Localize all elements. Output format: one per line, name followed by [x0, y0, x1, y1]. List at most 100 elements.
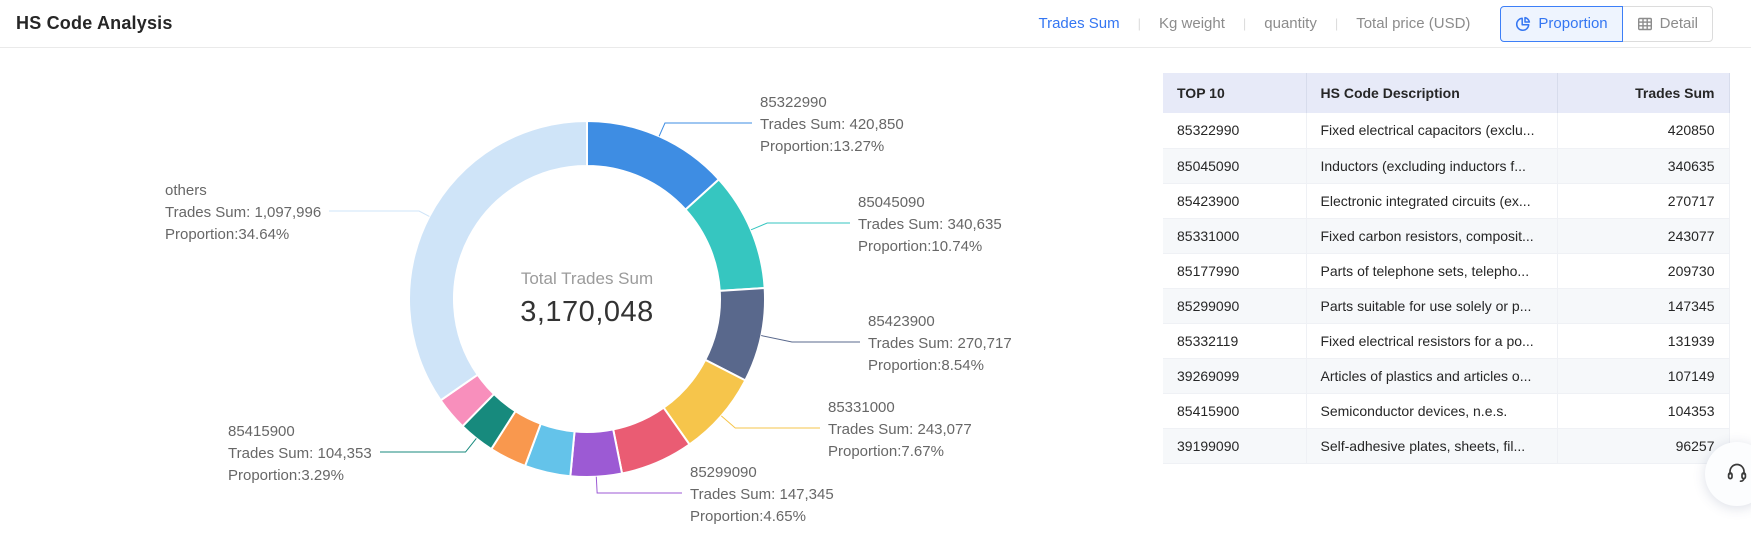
- table-row-85331000: 85331000 Fixed carbon resistors, composit…: [1163, 218, 1730, 254]
- callout-line: Trades Sum: 147,345: [690, 486, 834, 503]
- label-line-85331000: [720, 415, 820, 429]
- cell-description: Self-adhesive plates, sheets, fil...: [1306, 428, 1558, 464]
- donut-center-text: Total Trades Sum 3,170,048: [520, 269, 654, 329]
- table-row-85045090: 85045090 Inductors (excluding inductors f…: [1163, 148, 1730, 184]
- table-row-85423900: 85423900 Electronic integrated circuits (…: [1163, 183, 1730, 219]
- cell-value: 420850: [1557, 113, 1730, 149]
- cell-code: 85299090: [1163, 288, 1307, 324]
- cell-description: Articles of plastics and articles o...: [1306, 358, 1558, 394]
- callout-line: Proportion:4.65%: [690, 508, 806, 525]
- callout-line: 85415900: [228, 423, 295, 440]
- detail-button[interactable]: Detail: [1621, 5, 1713, 42]
- cell-description: Inductors (excluding inductors f...: [1306, 148, 1558, 184]
- cell-value: 107149: [1557, 358, 1730, 394]
- label-line-others: [329, 210, 430, 217]
- slice-callout-85322990: 85322990 Trades Sum: 420,850 Proportion:13…: [760, 92, 904, 158]
- cell-value: 209730: [1557, 253, 1730, 289]
- donut-center-label: Total Trades Sum: [520, 269, 654, 288]
- cell-code: 85045090: [1163, 148, 1307, 184]
- cell-code: 85332119: [1163, 323, 1307, 359]
- metric-tab-trades-sum[interactable]: Trades Sum: [1038, 15, 1120, 32]
- label-line-85322990: [658, 122, 752, 137]
- support-button[interactable]: [1705, 442, 1751, 506]
- label-line-85045090: [750, 222, 850, 231]
- cell-code: 85423900: [1163, 183, 1307, 219]
- slice-callout-85331000: 85331000 Trades Sum: 243,077 Proportion:7.…: [828, 397, 972, 463]
- column-header-top10: TOP 10: [1163, 73, 1307, 113]
- column-header-trades-sum: Trades Sum: [1557, 73, 1730, 113]
- headset-icon: [1725, 460, 1749, 489]
- metric-tab-total-price[interactable]: Total price (USD): [1356, 15, 1471, 32]
- donut-slice-85299090[interactable]: [569, 428, 624, 478]
- metric-nav: Trades Sum | Kg weight | quantity | Tota…: [1038, 15, 1470, 32]
- page-title: HS Code Analysis: [16, 13, 173, 33]
- cell-code: 85415900: [1163, 393, 1307, 429]
- cell-code: 85331000: [1163, 218, 1307, 254]
- callout-line: Proportion:13.27%: [760, 138, 885, 155]
- cell-code: 39269099: [1163, 358, 1307, 394]
- label-line-85299090: [595, 476, 682, 494]
- table-icon: [1637, 16, 1653, 32]
- nav-separator: |: [1242, 16, 1247, 31]
- cell-value: 104353: [1557, 393, 1730, 429]
- cell-value: 147345: [1557, 288, 1730, 324]
- callout-line: 85045090: [858, 194, 925, 211]
- slice-callout-85045090: 85045090 Trades Sum: 340,635 Proportion:10…: [858, 192, 1002, 258]
- cell-value: 270717: [1557, 183, 1730, 219]
- donut-slice-others[interactable]: [408, 119, 588, 402]
- detail-button-label: Detail: [1659, 15, 1698, 32]
- donut-center-value: 3,170,048: [520, 296, 654, 328]
- slice-callout-85299090: 85299090 Trades Sum: 147,345 Proportion:4.…: [690, 462, 834, 528]
- cell-description: Fixed electrical capacitors (exclu...: [1306, 113, 1558, 149]
- cell-description: Parts suitable for use solely or p...: [1306, 288, 1558, 324]
- callout-line: Proportion:8.54%: [868, 357, 984, 374]
- header-bar: HS Code Analysis Trades Sum | Kg weight …: [0, 0, 1751, 48]
- cell-description: Parts of telephone sets, telepho...: [1306, 253, 1558, 289]
- table-row-39199090: 39199090 Self-adhesive plates, sheets, fi…: [1163, 428, 1730, 464]
- cell-value: 340635: [1557, 148, 1730, 184]
- table-row-85177990: 85177990 Parts of telephone sets, telepho…: [1163, 253, 1730, 289]
- cell-code: 85177990: [1163, 253, 1307, 289]
- callout-line: Trades Sum: 243,077: [828, 421, 972, 438]
- table-row-85415900: 85415900 Semiconductor devices, n.e.s. 104…: [1163, 393, 1730, 429]
- slice-callout-85423900: 85423900 Trades Sum: 270,717 Proportion:8.…: [868, 311, 1012, 377]
- cell-description: Fixed electrical resistors for a po...: [1306, 323, 1558, 359]
- table-row-85299090: 85299090 Parts suitable for use solely or…: [1163, 288, 1730, 324]
- top10-table: TOP 10 HS Code Description Trades Sum 85…: [1163, 73, 1730, 464]
- proportion-button[interactable]: Proportion: [1500, 5, 1623, 42]
- cell-code: 39199090: [1163, 428, 1307, 464]
- callout-line: Trades Sum: 340,635: [858, 216, 1002, 233]
- cell-description: Fixed carbon resistors, composit...: [1306, 218, 1558, 254]
- pie-chart-icon: [1515, 16, 1531, 32]
- callout-line: Proportion:3.29%: [228, 467, 344, 484]
- label-line-85423900: [761, 335, 860, 343]
- cell-value: 131939: [1557, 323, 1730, 359]
- callout-line: Trades Sum: 1,097,996: [165, 204, 322, 221]
- callout-line: 85322990: [760, 94, 827, 111]
- slice-callout-others: others Trades Sum: 1,097,996 Proportion:34…: [165, 180, 321, 246]
- callout-line: 85331000: [828, 399, 895, 416]
- donut-chart: [329, 119, 860, 494]
- cell-code: 85322990: [1163, 113, 1307, 149]
- table-body: 85322990 Fixed electrical capacitors (exc…: [1163, 113, 1730, 464]
- cell-value: 243077: [1557, 218, 1730, 254]
- table-row-39269099: 39269099 Articles of plastics and article…: [1163, 358, 1730, 394]
- cell-description: Semiconductor devices, n.e.s.: [1306, 393, 1558, 429]
- callout-line: others: [165, 182, 207, 199]
- callout-line: Proportion:10.74%: [858, 238, 983, 255]
- callout-line: Trades Sum: 420,850: [760, 116, 904, 133]
- nav-separator: |: [1137, 16, 1142, 31]
- table-row-85322990: 85322990 Fixed electrical capacitors (exc…: [1163, 113, 1730, 149]
- view-toggle-group: Proportion Detail: [1500, 5, 1713, 42]
- cell-description: Electronic integrated circuits (ex...: [1306, 183, 1558, 219]
- callout-line: Trades Sum: 270,717: [868, 335, 1012, 352]
- metric-tab-quantity[interactable]: quantity: [1264, 15, 1317, 32]
- callout-line: Trades Sum: 104,353: [228, 445, 372, 462]
- metric-tab-kg-weight[interactable]: Kg weight: [1159, 15, 1225, 32]
- nav-separator: |: [1334, 16, 1339, 31]
- callout-line: Proportion:34.64%: [165, 226, 290, 243]
- label-line-85415900: [380, 438, 477, 453]
- table-header-row: TOP 10 HS Code Description Trades Sum: [1163, 73, 1730, 113]
- slice-callout-85415900: 85415900 Trades Sum: 104,353 Proportion:3.…: [228, 421, 372, 487]
- table-row-85332119: 85332119 Fixed electrical resistors for a…: [1163, 323, 1730, 359]
